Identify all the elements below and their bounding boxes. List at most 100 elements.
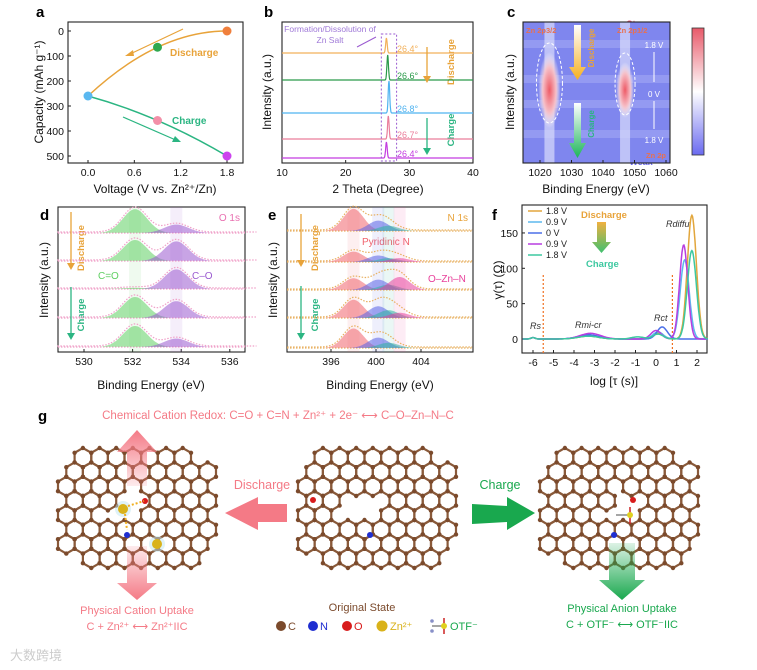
- heteroatom: [310, 497, 316, 503]
- legend-label: 0.9 V: [546, 239, 567, 249]
- carbon-atom: [114, 561, 119, 566]
- carbon-atom: [403, 551, 409, 556]
- carbon-atom: [312, 508, 317, 513]
- carbon-atom: [546, 522, 551, 527]
- carbon-atom: [546, 465, 551, 470]
- carbon-atom: [105, 460, 111, 465]
- carbon-atom: [596, 493, 601, 499]
- carbon-atom: [695, 493, 701, 499]
- carbon-atom: [403, 465, 409, 470]
- highlight-box: [380, 33, 398, 162]
- carbon-ring: [597, 489, 616, 512]
- carbon-atom: [420, 522, 425, 527]
- carbon-atom: [304, 465, 309, 470]
- carbon-atom: [370, 493, 375, 499]
- carbon-atom: [180, 532, 185, 537]
- d-co-single-label: C–O: [192, 271, 213, 282]
- carbon-atom: [378, 565, 384, 571]
- carbon-atom: [147, 532, 152, 537]
- carbon-atom: [687, 546, 692, 551]
- peak-intensity: [616, 62, 635, 118]
- carbon-atom: [437, 503, 442, 508]
- carbon-ring: [98, 489, 118, 512]
- carbon-atom: [679, 551, 684, 556]
- carbon-atom: [188, 489, 194, 494]
- carbon-atom: [562, 493, 568, 499]
- carbon-atom: [428, 537, 434, 542]
- carbon-atom: [629, 445, 634, 451]
- carbon-atom: [80, 474, 86, 479]
- carbon-atom: [172, 450, 177, 455]
- x-tick-label: 0.6: [127, 167, 142, 179]
- carbon-atom: [163, 445, 169, 451]
- carbon-ring: [181, 547, 201, 570]
- carbon-ring: [421, 547, 441, 570]
- carbon-atom: [72, 479, 77, 484]
- data-point: [153, 116, 162, 125]
- b-discharge-label: Discharge: [446, 39, 457, 85]
- carbon-atom: [354, 532, 359, 537]
- f-ylabel: γ(τ) (Ω): [491, 260, 505, 299]
- carbon-atom: [620, 537, 626, 542]
- legend-zn: Zn²⁺: [390, 621, 413, 633]
- carbon-atom: [55, 489, 61, 494]
- carbon-atom: [537, 546, 543, 551]
- carbon-atom: [138, 537, 144, 542]
- original-state-title: Original State: [329, 602, 396, 614]
- a-xlabel: Voltage (V vs. Zn²⁺/Zn): [93, 182, 216, 196]
- data-point: [83, 91, 93, 101]
- carbon-atom: [97, 551, 102, 556]
- carbon-atom: [562, 465, 568, 470]
- carbon-atom: [188, 450, 194, 455]
- carbon-atom: [197, 551, 202, 556]
- carbon-ring: [165, 547, 184, 570]
- carbon-atom: [205, 489, 210, 494]
- carbon-atom: [72, 489, 77, 494]
- carbon-atom: [579, 474, 584, 479]
- x-tick-label: 404: [412, 356, 430, 368]
- carbon-atom: [378, 546, 384, 551]
- carbon-atom: [428, 517, 434, 523]
- carbon-atom: [554, 489, 559, 494]
- cation-uptake-equation: C + Zn²⁺ ⟷ Zn²⁺IIC: [86, 621, 187, 633]
- carbon-atom: [329, 450, 334, 455]
- annotation-pointer: [356, 36, 377, 48]
- carbon-atom: [554, 460, 559, 465]
- carbon-ring: [363, 475, 383, 498]
- carbon-atom: [645, 445, 651, 451]
- b-annotation-box: Formation/Dissolution of Zn Salt: [284, 24, 376, 45]
- carbon-atom: [412, 537, 417, 542]
- carbon-atom: [295, 479, 301, 484]
- carbon-atom: [64, 522, 69, 527]
- carbon-atom: [554, 517, 559, 523]
- carbon-atom: [147, 503, 152, 508]
- carbon-atom: [662, 474, 667, 479]
- carbon-atom: [587, 450, 593, 455]
- carbon-atom: [670, 537, 676, 542]
- arrowhead: [297, 260, 305, 267]
- carbon-atom: [679, 493, 684, 499]
- f-xlabel: log [τ (s)]: [590, 374, 638, 388]
- carbon-atom: [138, 517, 144, 523]
- redox-up-arrow: [117, 430, 157, 486]
- x-tick-label: -1: [631, 357, 640, 369]
- panel-label-f: f: [492, 207, 498, 224]
- carbon-atom: [329, 537, 334, 542]
- carbon-atom: [645, 474, 651, 479]
- carbon-atom: [370, 445, 375, 451]
- y-tick-label: 0: [58, 26, 64, 38]
- carbon-atom: [637, 450, 642, 455]
- carbon-atom: [596, 474, 601, 479]
- carbon-atom: [205, 537, 210, 542]
- carbon-atom: [695, 532, 701, 537]
- carbon-atom: [312, 450, 317, 455]
- x-tick-label: 2: [694, 357, 700, 369]
- carbon-atom: [155, 565, 160, 571]
- carbon-atom: [687, 508, 692, 513]
- carbon-atom: [670, 489, 676, 494]
- xrd-trace: [282, 141, 473, 159]
- carbon-atom: [105, 537, 111, 542]
- carbon-atom: [645, 551, 651, 556]
- carbon-atom: [362, 479, 367, 484]
